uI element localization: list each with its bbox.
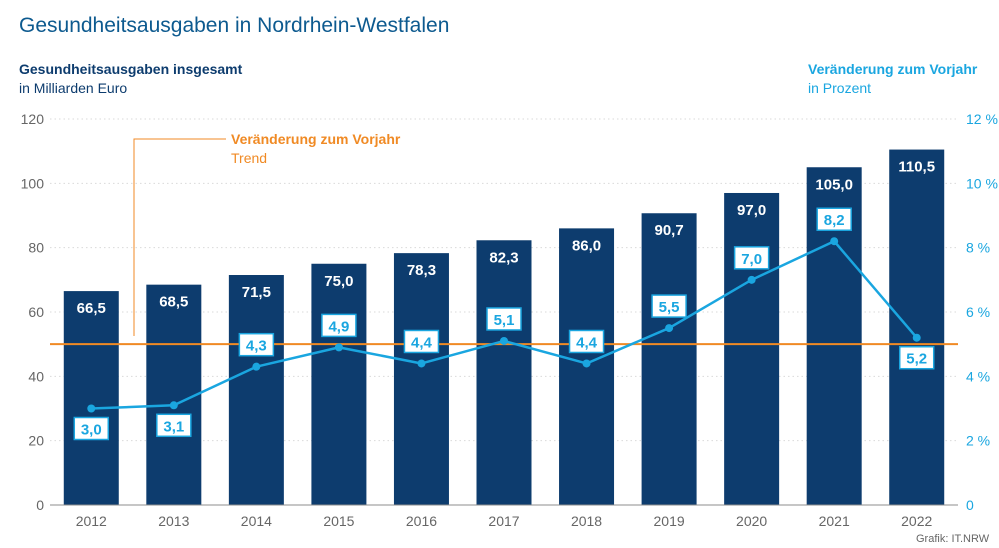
change-point <box>830 237 839 246</box>
trend-annotation-connector <box>133 138 226 336</box>
change-point <box>417 359 426 368</box>
change-label-box <box>898 345 935 370</box>
change-value-label: 7,0 <box>741 251 762 268</box>
change-label-box <box>733 246 770 270</box>
change-value-label: 3,1 <box>163 418 184 435</box>
right-axis-tick-label: 4 % <box>966 368 990 384</box>
change-value-label: 5,5 <box>659 299 680 316</box>
change-label-box <box>156 413 192 438</box>
right-axis-heading: Veränderung zum Vorjahr <box>808 61 978 77</box>
change-label-box <box>486 307 522 331</box>
change-point <box>169 401 178 410</box>
right-axis-tick-label: 6 % <box>966 304 990 320</box>
change-point <box>252 362 261 371</box>
change-label-box <box>816 207 852 231</box>
change-value-label: 4,4 <box>576 334 598 351</box>
bar-value-label: 82,3 <box>489 249 518 266</box>
change-label-box <box>238 332 275 357</box>
bar-value-label: 86,0 <box>572 237 601 254</box>
left-axis-tick-label: 80 <box>28 240 44 256</box>
bar-value-label: 97,0 <box>737 202 766 219</box>
x-axis-tick-label: 2021 <box>819 513 850 529</box>
change-label-box <box>403 329 440 354</box>
x-axis-tick-label: 2013 <box>158 513 189 529</box>
change-point <box>582 359 591 368</box>
x-axis-tick-label: 2014 <box>241 513 272 529</box>
bar-value-label: 71,5 <box>242 284 271 301</box>
change-point <box>747 275 756 284</box>
right-axis-tick-label: 2 % <box>966 433 990 449</box>
left-axis-tick-label: 20 <box>28 433 44 449</box>
x-axis-tick-label: 2022 <box>901 513 932 529</box>
bar <box>724 192 780 505</box>
x-axis-tick-label: 2015 <box>323 513 354 529</box>
change-point <box>912 333 921 342</box>
left-axis-unit: in Milliarden Euro <box>19 80 128 96</box>
change-label-box <box>73 416 110 441</box>
right-axis-tick-label: 10 % <box>966 175 998 191</box>
change-value-label: 5,2 <box>906 351 927 368</box>
left-axis-tick-label: 40 <box>28 368 44 384</box>
change-value-label: 4,3 <box>246 338 267 355</box>
left-axis-tick-label: 0 <box>36 497 44 513</box>
x-axis-tick-label: 2020 <box>736 513 767 529</box>
bar-value-label: 75,0 <box>324 273 353 290</box>
change-value-label: 3,0 <box>81 422 102 439</box>
trend-annotation-heading: Veränderung zum Vorjahr <box>231 131 401 147</box>
bar-value-label: 68,5 <box>159 294 188 311</box>
right-axis-unit: in Prozent <box>808 80 872 96</box>
x-axis-tick-label: 2016 <box>406 513 437 529</box>
bar <box>311 263 367 505</box>
left-axis-tick-label: 60 <box>28 304 44 320</box>
bar-value-label: 78,3 <box>407 262 436 279</box>
change-point <box>334 343 343 352</box>
left-axis-tick-label: 120 <box>21 111 45 127</box>
bar <box>393 253 449 505</box>
bar <box>641 213 697 505</box>
change-value-label: 5,1 <box>494 312 515 329</box>
bar <box>146 284 202 505</box>
change-label-box <box>568 329 605 354</box>
change-value-label: 8,2 <box>824 212 845 229</box>
bar <box>63 291 119 505</box>
source-credit: Grafik: IT.NRW <box>916 533 990 545</box>
bar <box>228 275 284 505</box>
trend-annotation-label: Trend <box>231 150 268 166</box>
x-axis-tick-label: 2018 <box>571 513 602 529</box>
change-point <box>87 404 96 413</box>
bar-value-label: 105,0 <box>815 176 853 193</box>
chart-title: Gesundheitsausgaben in Nordrhein-Westfal… <box>19 14 450 37</box>
left-axis-tick-label: 100 <box>21 175 45 191</box>
x-axis-tick-label: 2017 <box>488 513 519 529</box>
bar <box>889 149 945 505</box>
bar-value-label: 110,5 <box>898 159 935 176</box>
bar <box>476 240 532 506</box>
right-axis-tick-label: 12 % <box>966 111 998 127</box>
change-label-box <box>321 313 357 338</box>
bar-value-label: 66,5 <box>77 300 106 317</box>
change-value-label: 4,4 <box>411 334 433 351</box>
left-axis-heading: Gesundheitsausgaben insgesamt <box>19 61 243 77</box>
bar-value-label: 90,7 <box>654 222 683 239</box>
right-axis-tick-label: 0 <box>966 497 974 513</box>
right-axis-tick-label: 8 % <box>966 240 990 256</box>
change-value-label: 4,9 <box>328 318 349 335</box>
x-axis-tick-label: 2019 <box>654 513 685 529</box>
change-point <box>500 336 508 345</box>
change-point <box>665 324 674 333</box>
x-axis-tick-label: 2012 <box>76 513 107 529</box>
change-label-box <box>651 294 687 318</box>
